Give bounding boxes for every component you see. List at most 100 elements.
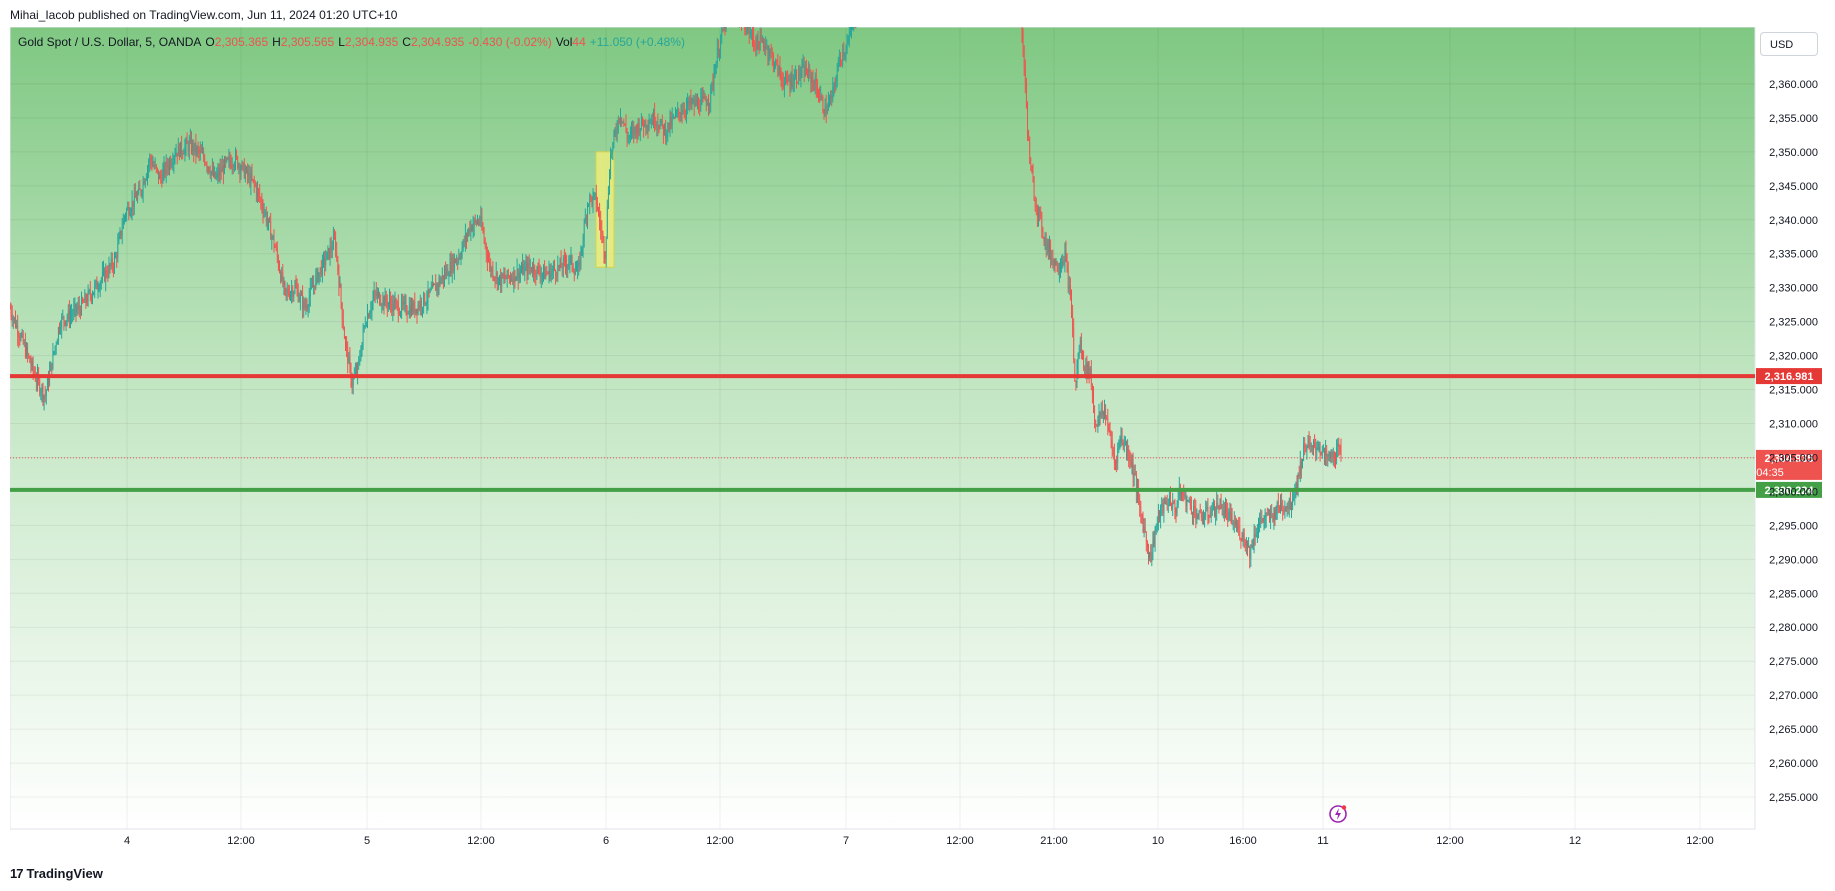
candle-body [661, 119, 663, 125]
candle-body [578, 261, 580, 268]
candle-body [815, 77, 817, 88]
lightning-icon[interactable] [1328, 804, 1348, 824]
candle-body [218, 170, 220, 176]
candle-body [330, 246, 332, 251]
candle-body [395, 301, 397, 303]
candle-body [460, 256, 462, 258]
candle-body [58, 327, 59, 341]
candle-body [335, 237, 336, 252]
y-tick-label: 2,350.000 [1769, 147, 1818, 159]
candle-body [390, 299, 391, 305]
candle-body [363, 325, 365, 330]
candle-body [842, 51, 844, 61]
candle-body [311, 286, 312, 288]
x-tick-label: 10 [1152, 835, 1164, 847]
candle-body [281, 271, 283, 281]
y-tick-label: 2,355.000 [1769, 113, 1818, 125]
candle-body [195, 142, 197, 154]
candle-body [418, 304, 420, 309]
candle-body [587, 204, 588, 219]
candle-body [1334, 451, 1335, 460]
candle-body [577, 267, 578, 272]
candle-body [11, 314, 13, 321]
candle-body [665, 126, 666, 139]
price-chart[interactable]: 2,316.981 2,300.224 2,304.935 04:35 2,255.0… [10, 27, 1824, 858]
candle-body [561, 267, 563, 270]
candle-body [130, 210, 132, 214]
candle-body [386, 302, 388, 307]
candle-body [60, 328, 61, 330]
candle-body [89, 290, 91, 296]
candle-body [762, 39, 763, 41]
candle-body [32, 361, 34, 371]
candle-body [349, 356, 351, 366]
candle-body [212, 168, 213, 172]
tradingview-logo[interactable]: 17 TradingView [10, 866, 103, 881]
candle-body [225, 158, 226, 161]
candle-body [405, 301, 407, 313]
candle-body [1045, 238, 1047, 250]
candle-body [1095, 419, 1097, 427]
candle-body [75, 304, 77, 312]
candle-body [1203, 518, 1204, 522]
candle-body [1079, 340, 1081, 353]
candle-body [133, 192, 135, 207]
candle-body [599, 212, 600, 222]
candle-body [274, 246, 276, 248]
candle-body [764, 44, 765, 49]
candle-body [392, 300, 394, 312]
candle-body [312, 286, 313, 288]
candle-body [25, 342, 26, 357]
candle-body [107, 274, 109, 276]
candle-body [826, 109, 828, 114]
candle-body [1276, 501, 1278, 514]
candle-body [1071, 296, 1072, 315]
candle-body [566, 264, 567, 269]
candle-body [1158, 511, 1159, 523]
candle-body [383, 297, 385, 307]
candle-body [329, 246, 331, 259]
candle-body [594, 193, 596, 194]
candle-body [1326, 450, 1328, 457]
x-tick-label: 4 [124, 835, 130, 847]
candle-body [208, 167, 210, 172]
y-tick-label: 2,340.000 [1769, 215, 1818, 227]
candle-body [141, 192, 143, 194]
candle-body [88, 290, 90, 292]
candle-body [154, 165, 156, 168]
candle-body [848, 32, 850, 41]
candle-body [294, 285, 296, 293]
candle-body [437, 284, 439, 288]
candle-body [155, 165, 157, 169]
candle-body [1174, 504, 1176, 513]
currency-button[interactable]: USD [1760, 32, 1818, 56]
candle-body [1274, 509, 1276, 519]
candles [10, 27, 1342, 569]
candle-body [613, 132, 615, 143]
y-tick-label: 2,280.000 [1769, 622, 1818, 634]
candle-body [495, 272, 497, 279]
candle-body [635, 126, 637, 129]
candle-body [707, 104, 708, 106]
candle-body [1022, 32, 1024, 54]
candle-body [1229, 511, 1231, 513]
x-tick-label: 12:00 [1436, 835, 1464, 847]
candle-body [1196, 514, 1198, 520]
candle-body [553, 265, 554, 270]
candle-body [160, 174, 162, 178]
candle-body [843, 51, 845, 56]
candle-body [416, 308, 418, 314]
candle-body [1049, 245, 1050, 253]
candle-body [771, 53, 773, 56]
candle-body [202, 152, 203, 153]
candle-body [744, 27, 746, 30]
candle-body [352, 378, 354, 387]
candle-body [286, 290, 288, 292]
candle-body [379, 292, 380, 304]
candle-body [528, 262, 530, 268]
candle-body [631, 130, 632, 132]
candle-body [1205, 509, 1207, 517]
candle-body [116, 256, 118, 258]
candle-body [492, 268, 494, 278]
candle-body [1189, 499, 1191, 506]
